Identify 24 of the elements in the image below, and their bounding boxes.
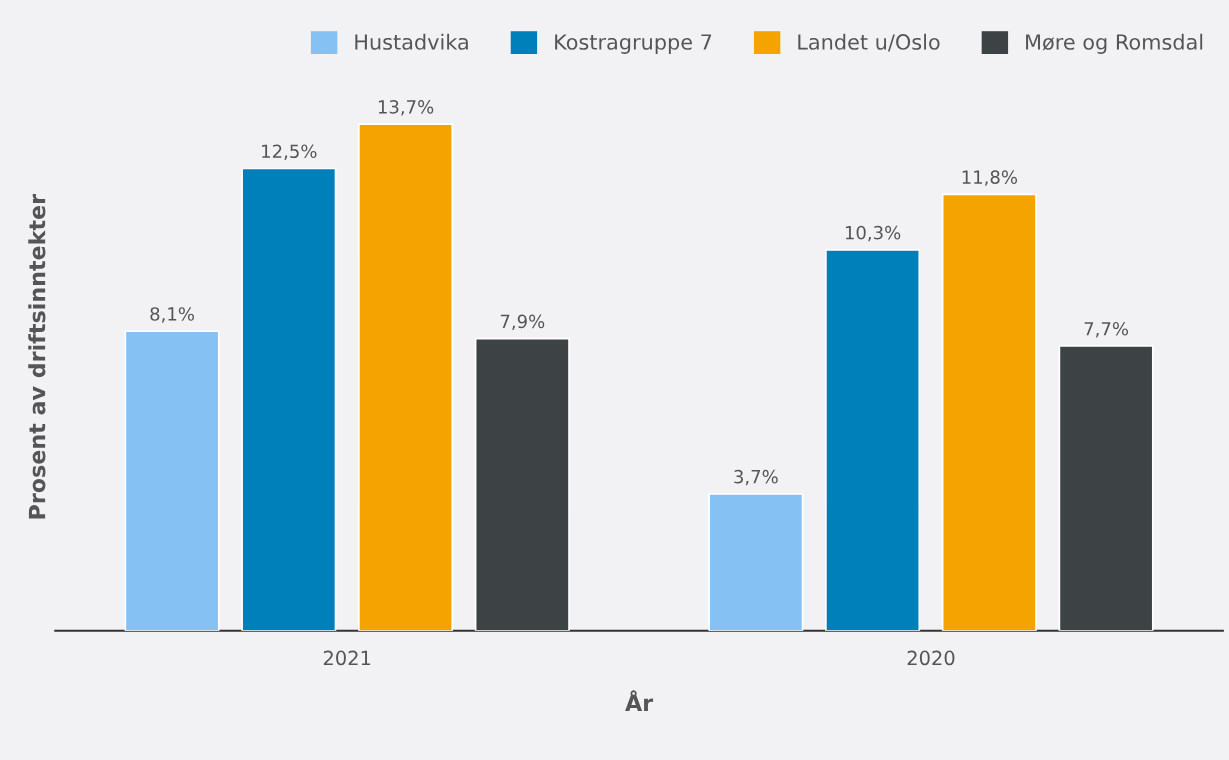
data-label: 7,7% [1084, 321, 1129, 338]
data-label: 7,9% [500, 314, 545, 331]
bar [708, 493, 804, 631]
data-label: 10,3% [845, 225, 901, 242]
bar [124, 330, 220, 631]
data-label: 3,7% [734, 469, 778, 486]
legend-label: Landet u/Oslo [798, 33, 940, 52]
legend-label: Kostragruppe 7 [555, 34, 712, 54]
x-tick-label: 2020 [907, 650, 955, 666]
bar [825, 249, 921, 631]
legend-label: Møre og Romsdal [1026, 33, 1203, 54]
y-axis-title: Prosent av driftsinntekter [28, 193, 46, 519]
bar [1058, 345, 1154, 631]
data-label: 13,7% [378, 100, 434, 116]
data-label: 8,1% [150, 307, 194, 323]
x-axis-title: År [625, 690, 654, 711]
bar [241, 167, 337, 631]
bar [941, 193, 1037, 631]
data-label: 12,5% [262, 144, 317, 160]
data-label: 11,8% [962, 170, 1018, 186]
x-tick-label: 2021 [323, 650, 371, 666]
bar [358, 123, 454, 631]
legend-label: Hustadvika [355, 33, 468, 50]
bar [474, 337, 570, 631]
